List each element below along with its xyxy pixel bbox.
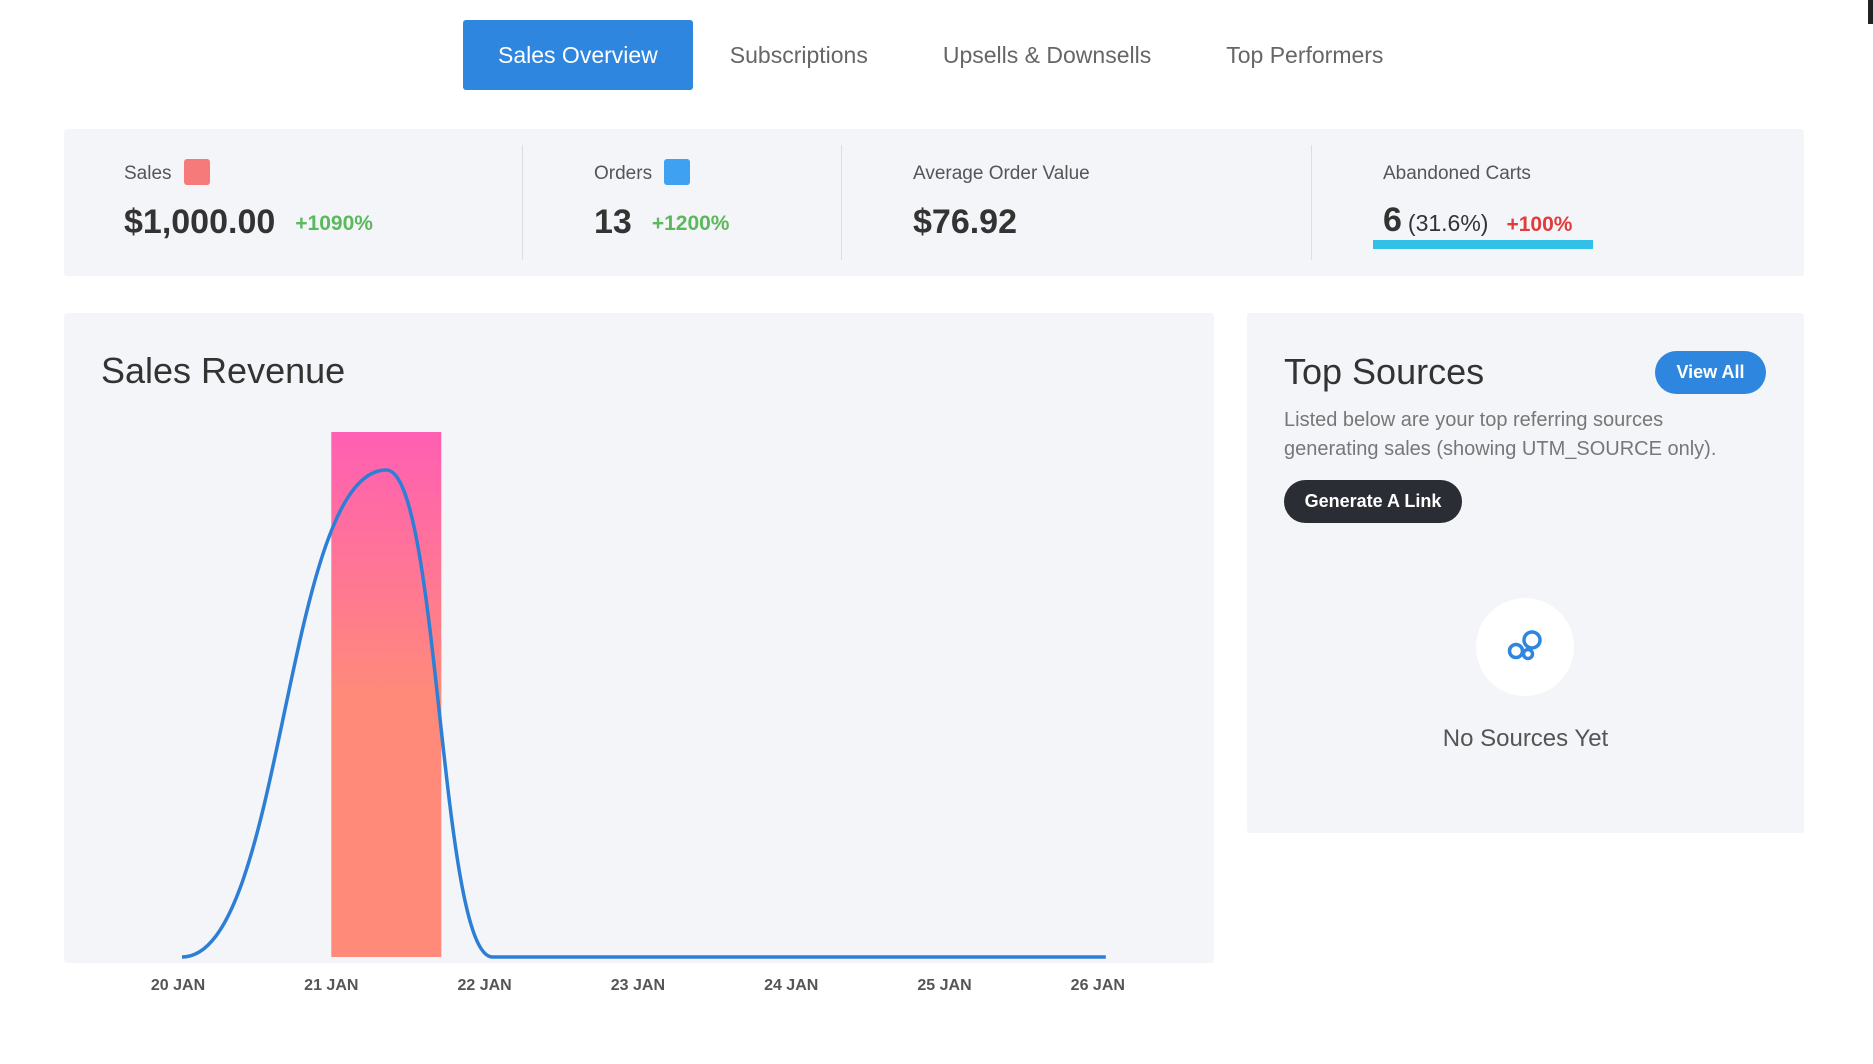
stat-orders-delta: +1200% xyxy=(651,212,730,236)
stat-sales-label: Sales xyxy=(124,163,172,185)
tab-top-performers[interactable]: Top Performers xyxy=(1226,42,1384,68)
top-sources-panel: Top Sources View All Listed below are yo… xyxy=(1247,313,1804,833)
stat-abandoned-delta: +100% xyxy=(1506,213,1573,236)
stat-sales-delta: +1090% xyxy=(295,212,373,236)
empty-state-icon-circle xyxy=(1476,598,1574,696)
sales-revenue-chart: 20 JAN 21 JAN 22 JAN 23 JAN 24 JAN 25 JAN 26 J… xyxy=(151,432,1125,994)
stat-abandoned-row: 6 (31.6%) +100% xyxy=(1383,201,1572,240)
stat-sales-row: $1,000.00 +1090% xyxy=(124,203,373,242)
top-sources-description: Listed below are your top referring sour… xyxy=(1284,409,1717,460)
stat-orders-row: 13 +1200% xyxy=(594,203,729,242)
x-tick-label: 22 JAN xyxy=(457,977,511,994)
stat-orders-value: 13 xyxy=(594,203,632,241)
bubbles-icon xyxy=(1507,630,1542,661)
stat-abandoned-label: Abandoned Carts xyxy=(1383,163,1531,184)
stat-sales-label-row: Sales xyxy=(124,159,210,185)
tab-upsells-downsells[interactable]: Upsells & Downsells xyxy=(942,42,1152,68)
divider xyxy=(1311,145,1312,260)
generate-link-button[interactable]: Generate A Link xyxy=(1284,480,1462,523)
stat-orders-label-row: Orders xyxy=(594,159,691,185)
top-sources-title: Top Sources xyxy=(1284,351,1485,392)
stat-aov-value: $76.92 xyxy=(913,203,1017,241)
x-tick-label: 26 JAN xyxy=(1071,977,1125,994)
stat-sales-value: $1,000.00 xyxy=(124,203,276,241)
tab-bar: Sales Overview Subscriptions Upsells & D… xyxy=(463,20,1424,90)
orders-legend-swatch[interactable] xyxy=(664,159,691,185)
x-tick-label: 21 JAN xyxy=(304,977,358,994)
sales-legend-swatch[interactable] xyxy=(183,159,210,185)
tab-sales-overview[interactable]: Sales Overview xyxy=(463,20,693,90)
sales-revenue-title: Sales Revenue xyxy=(101,350,346,391)
window-edge xyxy=(1868,0,1873,24)
divider xyxy=(522,145,523,260)
stat-orders-label: Orders xyxy=(594,163,653,185)
stat-abandoned-pct: (31.6%) xyxy=(1407,210,1489,236)
empty-state-text: No Sources Yet xyxy=(1442,725,1609,752)
divider xyxy=(841,145,842,260)
x-tick-label: 23 JAN xyxy=(611,977,665,994)
stats-strip: Sales $1,000.00 +1090% Orders 13 +1200% Av… xyxy=(64,129,1804,276)
view-all-button[interactable]: View All xyxy=(1655,351,1766,394)
sales-bar-1[interactable] xyxy=(331,432,442,957)
sales-revenue-panel: Sales Revenue xyxy=(64,313,1214,963)
x-tick-label: 24 JAN xyxy=(764,977,818,994)
x-tick-label: 25 JAN xyxy=(917,977,971,994)
orders-series-line xyxy=(181,468,1106,959)
stat-abandoned-value: 6 xyxy=(1383,201,1402,239)
abandoned-carts-underline xyxy=(1373,240,1593,249)
x-tick-label: 20 JAN xyxy=(151,977,205,994)
stat-aov-label: Average Order Value xyxy=(913,163,1090,184)
tab-subscriptions[interactable]: Subscriptions xyxy=(729,42,868,68)
